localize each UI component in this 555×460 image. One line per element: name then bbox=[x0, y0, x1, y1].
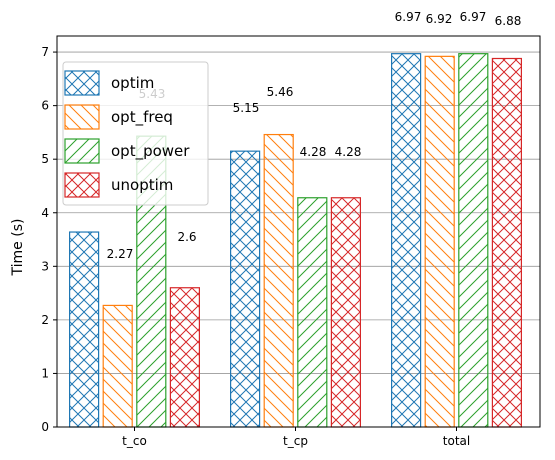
y-tick-label: 7 bbox=[41, 45, 49, 59]
y-tick-label: 1 bbox=[41, 366, 49, 380]
y-tick-label: 5 bbox=[41, 152, 49, 166]
bar-opt_freq-t_cp bbox=[263, 133, 294, 428]
legend-label-optim: optim bbox=[111, 74, 154, 92]
legend-swatch-unoptim bbox=[64, 172, 100, 198]
bar-opt_power-total bbox=[458, 53, 489, 428]
bar-value-label: 5.46 bbox=[267, 85, 294, 99]
bar-optim-total bbox=[391, 53, 422, 428]
bar-value-label: 2.27 bbox=[107, 247, 134, 261]
plot-frame bbox=[56, 35, 541, 428]
bar-value-label: 4.28 bbox=[335, 145, 362, 159]
y-tick-label: 3 bbox=[41, 259, 49, 273]
y-tick-label: 2 bbox=[41, 313, 49, 327]
legend-label-opt_power: opt_power bbox=[111, 142, 190, 161]
y-tick-label: 6 bbox=[41, 99, 49, 113]
legend-label-opt_freq: opt_freq bbox=[111, 108, 173, 127]
bar-optim-t_co bbox=[68, 231, 100, 428]
bar-unoptim-t_cp bbox=[330, 197, 361, 428]
y-tick-label: 4 bbox=[41, 206, 49, 220]
bar-value-label: 5.15 bbox=[233, 101, 260, 115]
bar-unoptim-total bbox=[491, 57, 522, 428]
bar-labels-group: 5.156.972.275.466.925.434.286.972.64.286… bbox=[107, 10, 522, 261]
bar-value-label: 6.92 bbox=[426, 12, 453, 26]
bar-value-label: 6.97 bbox=[460, 10, 487, 24]
legend-swatch-opt_freq bbox=[64, 104, 100, 130]
bar-value-label: 6.88 bbox=[495, 14, 522, 28]
bars-group bbox=[68, 53, 522, 428]
legend-swatch-optim bbox=[64, 70, 100, 96]
bar-optim-t_cp bbox=[230, 150, 261, 428]
x-tick-label: t_co bbox=[122, 434, 147, 448]
legend-label-unoptim: unoptim bbox=[111, 176, 173, 194]
bar-value-label: 6.97 bbox=[395, 10, 422, 24]
legend-swatch-opt_power bbox=[64, 138, 100, 164]
x-tick-label: t_cp bbox=[283, 434, 308, 448]
bar-opt_power-t_cp bbox=[297, 197, 328, 428]
bar-opt_freq-total bbox=[424, 55, 455, 428]
y-tick-label: 0 bbox=[41, 420, 49, 434]
bar-value-label: 2.6 bbox=[177, 230, 196, 244]
bar-unoptim-t_co bbox=[169, 287, 200, 428]
x-tick-label: total bbox=[443, 434, 470, 448]
y-axis-label: Time (s) bbox=[10, 219, 26, 277]
axes-group: 0 1 2 3 4 5 6 7 t_co t_cp total bbox=[41, 35, 541, 448]
bar-opt_freq-t_co bbox=[102, 304, 133, 428]
bar-value-label: 4.28 bbox=[300, 145, 327, 159]
legend-box bbox=[62, 61, 209, 206]
